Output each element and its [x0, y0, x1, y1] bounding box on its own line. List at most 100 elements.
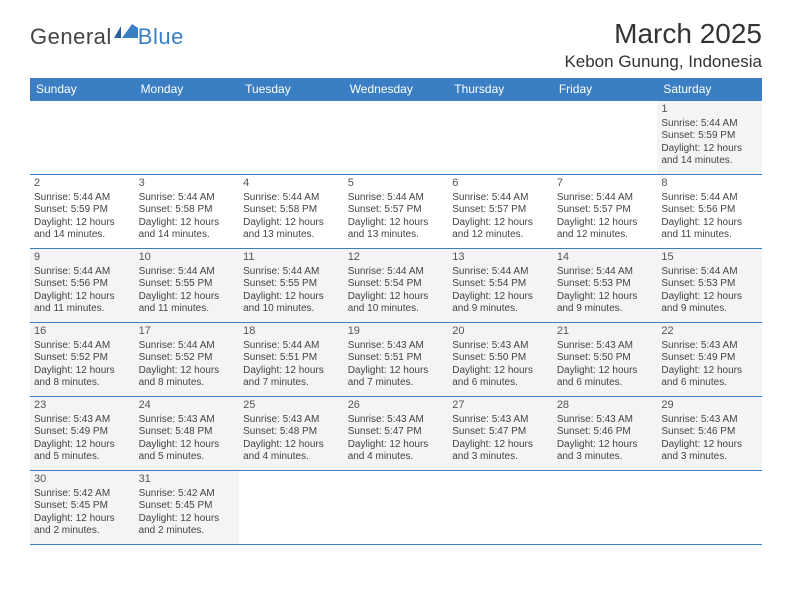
logo-text-blue: Blue	[138, 24, 184, 50]
sunrise-text: Sunrise: 5:44 AM	[661, 118, 758, 131]
sunset-text: Sunset: 5:59 PM	[661, 130, 758, 143]
day-number: 11	[243, 251, 340, 265]
sunrise-text: Sunrise: 5:43 AM	[348, 414, 445, 427]
calendar-cell: 9Sunrise: 5:44 AMSunset: 5:56 PMDaylight…	[30, 249, 135, 323]
day-number: 7	[557, 177, 654, 191]
sunrise-text: Sunrise: 5:44 AM	[452, 192, 549, 205]
daylight1-text: Daylight: 12 hours	[34, 513, 131, 526]
calendar-cell: 12Sunrise: 5:44 AMSunset: 5:54 PMDayligh…	[344, 249, 449, 323]
calendar-cell: 21Sunrise: 5:43 AMSunset: 5:50 PMDayligh…	[553, 323, 658, 397]
daylight2-text: and 8 minutes.	[34, 377, 131, 390]
day-number: 26	[348, 399, 445, 413]
sunrise-text: Sunrise: 5:44 AM	[557, 266, 654, 279]
calendar-cell: 15Sunrise: 5:44 AMSunset: 5:53 PMDayligh…	[657, 249, 762, 323]
weekday-header: Tuesday	[239, 78, 344, 101]
day-number: 13	[452, 251, 549, 265]
calendar-cell: 17Sunrise: 5:44 AMSunset: 5:52 PMDayligh…	[135, 323, 240, 397]
daylight1-text: Daylight: 12 hours	[34, 217, 131, 230]
calendar-cell: 6Sunrise: 5:44 AMSunset: 5:57 PMDaylight…	[448, 175, 553, 249]
calendar-cell: 7Sunrise: 5:44 AMSunset: 5:57 PMDaylight…	[553, 175, 658, 249]
calendar-cell: 3Sunrise: 5:44 AMSunset: 5:58 PMDaylight…	[135, 175, 240, 249]
weekday-header: Sunday	[30, 78, 135, 101]
sunset-text: Sunset: 5:46 PM	[557, 426, 654, 439]
calendar-cell: 29Sunrise: 5:43 AMSunset: 5:46 PMDayligh…	[657, 397, 762, 471]
logo-flag-icon	[114, 24, 138, 42]
sunset-text: Sunset: 5:51 PM	[243, 352, 340, 365]
sunset-text: Sunset: 5:48 PM	[243, 426, 340, 439]
daylight2-text: and 13 minutes.	[348, 229, 445, 242]
day-number: 29	[661, 399, 758, 413]
daylight1-text: Daylight: 12 hours	[661, 365, 758, 378]
daylight1-text: Daylight: 12 hours	[34, 291, 131, 304]
day-number: 28	[557, 399, 654, 413]
sunset-text: Sunset: 5:46 PM	[661, 426, 758, 439]
calendar-cell	[553, 101, 658, 175]
sunrise-text: Sunrise: 5:43 AM	[243, 414, 340, 427]
calendar-cell: 1Sunrise: 5:44 AMSunset: 5:59 PMDaylight…	[657, 101, 762, 175]
logo-text-general: General	[30, 24, 112, 50]
daylight1-text: Daylight: 12 hours	[661, 217, 758, 230]
weekday-header: Wednesday	[344, 78, 449, 101]
day-number: 8	[661, 177, 758, 191]
daylight2-text: and 12 minutes.	[452, 229, 549, 242]
sunset-text: Sunset: 5:58 PM	[139, 204, 236, 217]
daylight1-text: Daylight: 12 hours	[557, 291, 654, 304]
sunrise-text: Sunrise: 5:42 AM	[139, 488, 236, 501]
daylight2-text: and 5 minutes.	[34, 451, 131, 464]
sunrise-text: Sunrise: 5:44 AM	[34, 266, 131, 279]
day-number: 30	[34, 473, 131, 487]
daylight2-text: and 7 minutes.	[243, 377, 340, 390]
logo: General Blue	[30, 18, 184, 50]
day-number: 18	[243, 325, 340, 339]
sunset-text: Sunset: 5:57 PM	[557, 204, 654, 217]
day-number: 17	[139, 325, 236, 339]
daylight2-text: and 11 minutes.	[139, 303, 236, 316]
daylight2-text: and 14 minutes.	[661, 155, 758, 168]
daylight2-text: and 10 minutes.	[348, 303, 445, 316]
weekday-header: Thursday	[448, 78, 553, 101]
sunrise-text: Sunrise: 5:44 AM	[452, 266, 549, 279]
calendar-cell	[657, 471, 762, 545]
sunset-text: Sunset: 5:49 PM	[661, 352, 758, 365]
sunset-text: Sunset: 5:48 PM	[139, 426, 236, 439]
calendar-week-row: 23Sunrise: 5:43 AMSunset: 5:49 PMDayligh…	[30, 397, 762, 471]
daylight1-text: Daylight: 12 hours	[243, 439, 340, 452]
daylight2-text: and 6 minutes.	[661, 377, 758, 390]
calendar-cell	[344, 101, 449, 175]
calendar-cell: 28Sunrise: 5:43 AMSunset: 5:46 PMDayligh…	[553, 397, 658, 471]
daylight2-text: and 4 minutes.	[243, 451, 340, 464]
calendar-cell: 20Sunrise: 5:43 AMSunset: 5:50 PMDayligh…	[448, 323, 553, 397]
day-number: 4	[243, 177, 340, 191]
daylight2-text: and 11 minutes.	[34, 303, 131, 316]
daylight2-text: and 9 minutes.	[557, 303, 654, 316]
calendar-cell: 26Sunrise: 5:43 AMSunset: 5:47 PMDayligh…	[344, 397, 449, 471]
calendar-cell: 2Sunrise: 5:44 AMSunset: 5:59 PMDaylight…	[30, 175, 135, 249]
daylight1-text: Daylight: 12 hours	[139, 217, 236, 230]
sunset-text: Sunset: 5:45 PM	[34, 500, 131, 513]
calendar-cell: 25Sunrise: 5:43 AMSunset: 5:48 PMDayligh…	[239, 397, 344, 471]
daylight2-text: and 9 minutes.	[452, 303, 549, 316]
sunset-text: Sunset: 5:47 PM	[452, 426, 549, 439]
daylight1-text: Daylight: 12 hours	[139, 513, 236, 526]
calendar-cell: 22Sunrise: 5:43 AMSunset: 5:49 PMDayligh…	[657, 323, 762, 397]
page-title: March 2025	[564, 18, 762, 50]
calendar-table: Sunday Monday Tuesday Wednesday Thursday…	[30, 78, 762, 545]
day-number: 14	[557, 251, 654, 265]
sunrise-text: Sunrise: 5:42 AM	[34, 488, 131, 501]
daylight2-text: and 3 minutes.	[557, 451, 654, 464]
sunset-text: Sunset: 5:51 PM	[348, 352, 445, 365]
daylight2-text: and 14 minutes.	[34, 229, 131, 242]
daylight2-text: and 7 minutes.	[348, 377, 445, 390]
weekday-header: Monday	[135, 78, 240, 101]
sunrise-text: Sunrise: 5:44 AM	[34, 340, 131, 353]
calendar-cell: 10Sunrise: 5:44 AMSunset: 5:55 PMDayligh…	[135, 249, 240, 323]
sunrise-text: Sunrise: 5:43 AM	[139, 414, 236, 427]
daylight1-text: Daylight: 12 hours	[348, 439, 445, 452]
day-number: 10	[139, 251, 236, 265]
daylight2-text: and 8 minutes.	[139, 377, 236, 390]
daylight1-text: Daylight: 12 hours	[139, 439, 236, 452]
weekday-row: Sunday Monday Tuesday Wednesday Thursday…	[30, 78, 762, 101]
daylight2-text: and 9 minutes.	[661, 303, 758, 316]
sunrise-text: Sunrise: 5:44 AM	[139, 266, 236, 279]
day-number: 24	[139, 399, 236, 413]
